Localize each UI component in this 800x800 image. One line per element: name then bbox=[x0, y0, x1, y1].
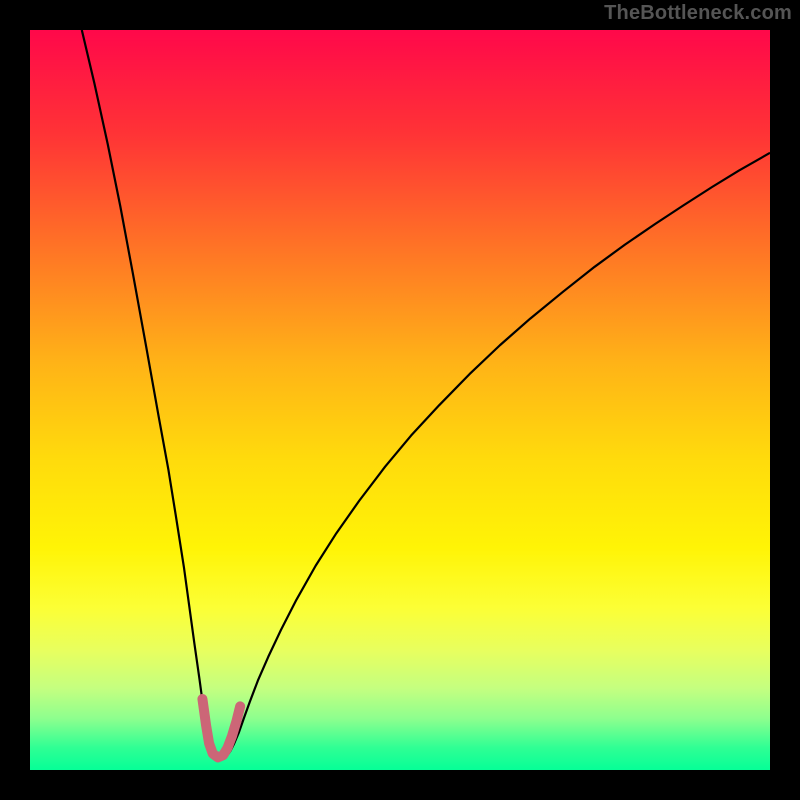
bottleneck-curve bbox=[82, 30, 770, 760]
bottleneck-marker-overlay bbox=[202, 699, 240, 757]
chart-plot-area bbox=[30, 30, 770, 770]
watermark-text: TheBottleneck.com bbox=[604, 2, 792, 25]
chart-svg-layer bbox=[30, 30, 770, 770]
